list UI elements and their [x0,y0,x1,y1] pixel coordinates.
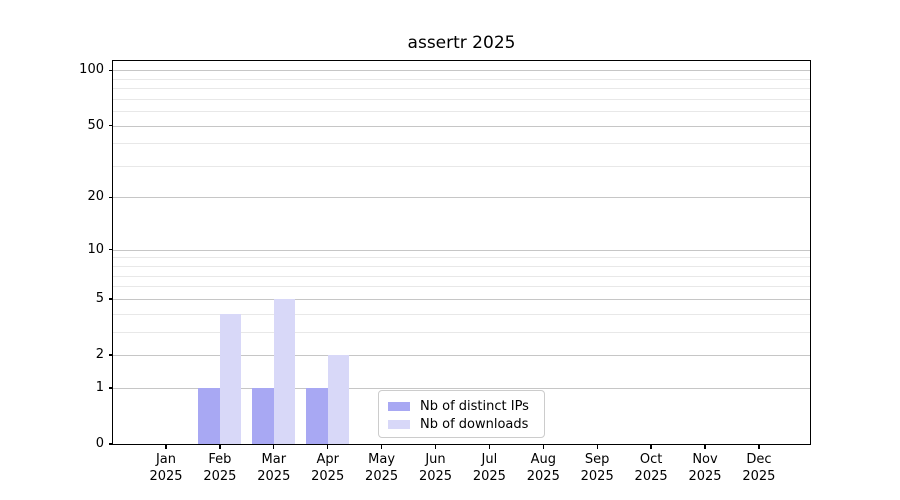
y-tick-label-100: 100 [79,62,104,78]
gridline-minor-y-90 [113,78,810,80]
x-tick-month-feb: Feb [208,452,232,467]
gridline-major-y-5 [113,298,810,300]
x-tick-jul [488,444,491,449]
y-tick-label-20: 20 [87,189,104,205]
gridline-minor-y-9 [113,257,810,259]
x-tick-label-feb: Feb 2025 [185,452,255,485]
bar-distinct-ips-apr [306,387,328,444]
x-tick-aug [542,444,544,449]
x-tick-label-may: May 2025 [347,452,417,485]
bar-downloads-mar [273,298,296,444]
x-tick-year-jan: 2025 [149,468,183,484]
gridline-major-y-10 [113,249,810,251]
y-tick-100 [108,69,113,71]
x-tick-label-sep: Sep 2025 [562,452,632,485]
x-tick-year-dec: 2025 [742,468,776,484]
gridline-major-y-20 [113,197,810,199]
gridline-minor-y-30 [113,165,810,167]
gridline-minor-y-80 [113,88,810,90]
legend: Nb of distinct IPs Nb of downloads [378,390,545,438]
x-tick-year-aug: 2025 [526,468,560,484]
gridline-major-y-100 [113,70,810,72]
gridline-minor-y-4 [113,313,810,315]
x-tick-label-oct: Oct 2025 [616,452,686,485]
y-tick-20 [108,196,113,199]
x-tick-month-mar: Mar [261,452,287,467]
y-tick-0 [108,443,113,445]
x-tick-month-apr: Apr [316,452,339,467]
bar-distinct-ips-feb [198,387,220,444]
y-tick-10 [108,249,113,251]
x-tick-month-oct: Oct [639,452,663,467]
bar-downloads-feb [219,313,242,444]
legend-label-distinct-ips: Nb of distinct IPs [420,399,529,414]
legend-label-downloads: Nb of downloads [420,416,529,432]
x-tick-month-may: May [368,452,396,467]
gridline-minor-y-40 [113,143,810,145]
x-tick-year-apr: 2025 [311,468,345,484]
x-tick-month-aug: Aug [530,452,556,467]
gridline-minor-y-6 [113,286,810,288]
bar-distinct-ips-mar [252,387,274,444]
x-tick-year-jun: 2025 [418,468,453,484]
x-tick-label-aug: Aug 2025 [508,452,578,485]
y-tick-label-10: 10 [87,241,104,257]
gridline-major-y-1 [113,387,810,389]
x-tick-label-apr: Apr 2025 [293,452,363,485]
x-tick-year-jul: 2025 [472,468,506,484]
gridline-minor-y-7 [113,275,810,277]
gridline-minor-y-60 [113,111,810,113]
legend-entry-downloads: Nb of downloads [388,418,528,431]
y-tick-1 [108,387,113,389]
x-tick-year-may: 2025 [365,468,399,484]
y-tick-2 [108,354,113,356]
x-tick-label-jan: Jan 2025 [131,452,201,485]
x-tick-month-sep: Sep [584,452,610,467]
x-tick-mar [273,444,275,449]
chart-title: assertr 2025 [407,33,516,53]
y-tick-label-0: 0 [95,436,104,451]
y-tick-50 [108,124,113,127]
gridline-major-y-2 [113,355,810,356]
y-tick-label-1: 1 [95,379,104,395]
x-tick-month-jan: Jan [155,452,177,467]
x-tick-sep [596,444,598,449]
x-tick-label-nov: Nov 2025 [670,452,740,485]
legend-entry-distinct-ips: Nb of distinct IPs [388,400,529,413]
gridline-minor-y-8 [113,266,810,268]
x-tick-label-jul: Jul 2025 [454,452,524,485]
x-tick-year-nov: 2025 [688,468,722,484]
x-tick-month-nov: Nov [692,452,718,467]
plot-area [113,61,810,444]
y-tick-label-2: 2 [95,347,104,362]
y-tick-label-50: 50 [87,117,104,133]
x-tick-feb [219,444,221,449]
y-tick-label-5: 5 [95,290,104,306]
gridline-minor-y-70 [113,98,810,100]
x-tick-month-jul: Jul [481,452,498,467]
x-tick-oct [650,444,652,449]
x-tick-label-dec: Dec 2025 [724,452,794,485]
gridline-minor-y-3 [113,331,810,333]
x-tick-month-dec: Dec [746,452,772,467]
x-tick-label-mar: Mar 2025 [239,452,309,485]
bar-downloads-apr [327,355,350,444]
x-tick-year-oct: 2025 [634,468,668,484]
legend-swatch-downloads-icon [388,419,410,429]
x-tick-year-feb: 2025 [203,468,237,484]
x-tick-dec [758,444,760,449]
x-tick-apr [327,444,329,449]
legend-swatch-distinct-ips-icon [388,402,410,411]
x-tick-year-sep: 2025 [580,468,614,484]
x-tick-label-jun: Jun 2025 [401,452,471,485]
x-tick-may [380,444,383,449]
x-tick-month-jun: Jun [425,452,446,467]
x-tick-jan [165,444,167,449]
gridline-major-y-50 [113,125,810,127]
x-tick-nov [704,444,706,449]
x-tick-jun [434,444,437,449]
x-tick-year-mar: 2025 [257,468,291,484]
y-tick-5 [108,298,113,300]
